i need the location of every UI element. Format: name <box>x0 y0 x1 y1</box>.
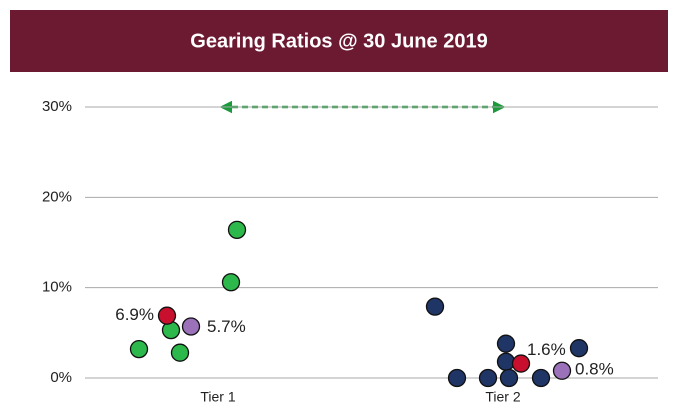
point <box>552 361 572 380</box>
y-tick-label: 10% <box>42 279 72 296</box>
y-tick-label: 30% <box>42 98 72 115</box>
point <box>531 368 551 388</box>
x-tick-label: Tier 2 <box>485 389 520 405</box>
y-tick-label: 20% <box>42 188 72 205</box>
data-label: 5.7% <box>207 317 246 336</box>
point <box>496 334 516 353</box>
x-tick-label: Tier 1 <box>200 389 235 405</box>
chart-title: Gearing Ratios @ 30 June 2019 <box>190 30 487 52</box>
header-band <box>10 10 668 72</box>
point <box>496 352 516 371</box>
point <box>221 273 241 292</box>
data-label: 6.9% <box>115 305 154 324</box>
point <box>157 306 177 325</box>
point <box>181 317 201 336</box>
y-tick-label: 0% <box>50 369 72 386</box>
data-label: 1.6% <box>527 340 566 359</box>
point <box>569 339 589 358</box>
point <box>129 339 149 359</box>
data-label: 0.8% <box>575 359 614 378</box>
point <box>170 343 190 362</box>
point <box>227 220 247 240</box>
point <box>478 368 498 388</box>
point <box>511 354 531 373</box>
point <box>447 368 467 388</box>
point <box>425 297 445 316</box>
point <box>499 368 519 388</box>
